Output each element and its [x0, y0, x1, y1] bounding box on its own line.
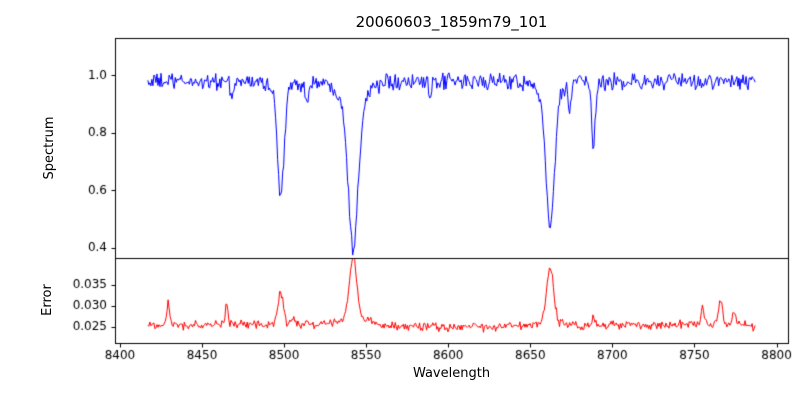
x-axis-label: Wavelength [412, 366, 491, 381]
error-y-axis-label: Error [40, 284, 55, 316]
spectrum-y-axis-label: Spectrum [42, 116, 57, 180]
chart-title: 20060603_1859m79_101 [355, 13, 548, 31]
